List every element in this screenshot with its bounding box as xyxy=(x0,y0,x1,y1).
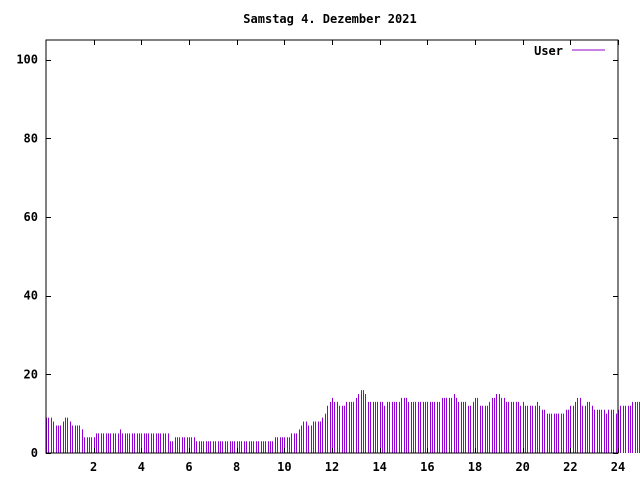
legend-label: User xyxy=(534,44,563,58)
y-tick-label: 100 xyxy=(16,53,38,67)
y-tick-label: 80 xyxy=(24,131,38,145)
y-tick-label: 20 xyxy=(24,367,38,381)
x-tick-label: 10 xyxy=(277,460,291,474)
plot-frame xyxy=(45,39,619,454)
legend: User xyxy=(534,44,605,58)
y-tick-label: 40 xyxy=(24,289,38,303)
x-tick-label: 20 xyxy=(515,460,529,474)
y-tick-label: 0 xyxy=(31,446,38,460)
x-axis: 2 4 6 8 10 12 14 16 18 20 22 24 xyxy=(90,40,625,474)
x-tick-label: 2 xyxy=(90,460,97,474)
x-tick-label: 14 xyxy=(372,460,386,474)
x-tick-label: 18 xyxy=(468,460,482,474)
x-tick-label: 24 xyxy=(611,460,625,474)
bar-series xyxy=(46,390,640,453)
y-tick-label: 60 xyxy=(24,210,38,224)
x-tick-label: 6 xyxy=(185,460,192,474)
y-axis: 0 20 40 60 80 100 xyxy=(16,53,618,460)
x-tick-label: 4 xyxy=(138,460,145,474)
x-tick-label: 12 xyxy=(325,460,339,474)
x-tick-label: 8 xyxy=(233,460,240,474)
chart-title: Samstag 4. Dezember 2021 xyxy=(243,12,416,26)
x-tick-label: 22 xyxy=(563,460,577,474)
x-tick-label: 16 xyxy=(420,460,434,474)
